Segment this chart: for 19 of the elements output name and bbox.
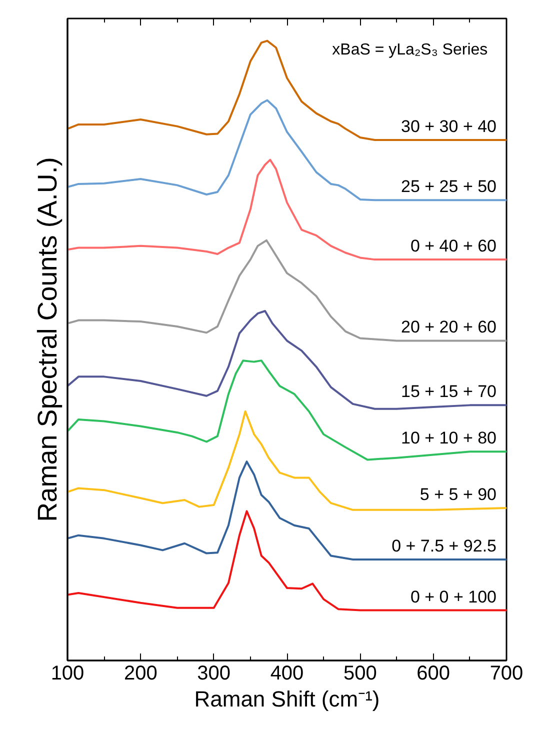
x-tick-label: 300 <box>197 662 231 684</box>
x-axis-title: Raman Shift (cm⁻¹) <box>194 686 380 712</box>
series-label: 0 + 40 + 60 <box>410 236 497 256</box>
y-axis-title: Raman Spectral Counts (A.U.) <box>32 157 62 522</box>
x-tick-label: 200 <box>124 662 158 684</box>
x-tick-label: 100 <box>50 662 84 684</box>
x-tick-label: 600 <box>416 662 450 684</box>
series-label: 0 + 7.5 + 92.5 <box>392 536 496 556</box>
x-tick-label: 400 <box>270 662 304 684</box>
series-label: 30 + 30 + 40 <box>401 116 497 136</box>
x-tick-label: 500 <box>343 662 377 684</box>
x-tick-label: 700 <box>490 662 524 684</box>
series-label: 0 + 0 + 100 <box>410 587 497 606</box>
series-label: 20 + 20 + 60 <box>401 318 497 337</box>
series-label: 10 + 10 + 80 <box>401 428 497 448</box>
series-label: 15 + 15 + 70 <box>401 382 497 402</box>
annotation: xBaS = yLa₂S₃ Series <box>332 42 488 59</box>
series-label: 25 + 25 + 50 <box>401 177 497 196</box>
series-label: 5 + 5 + 90 <box>420 485 497 504</box>
